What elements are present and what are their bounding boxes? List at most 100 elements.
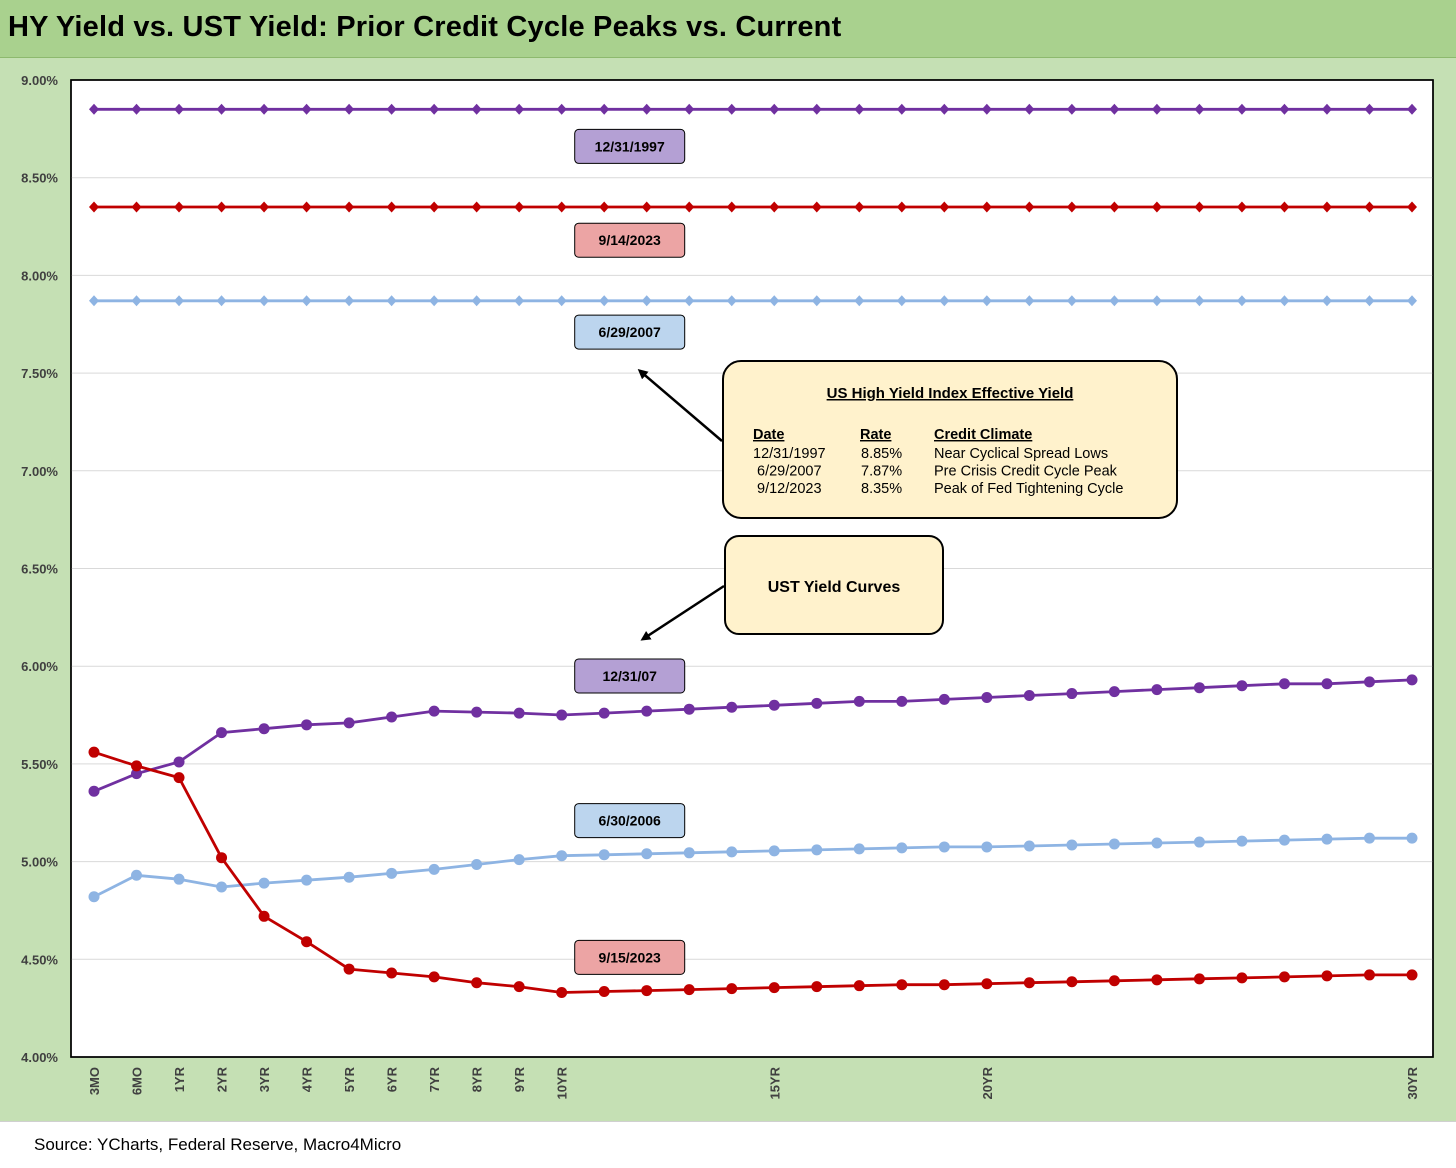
data-point: [853, 980, 865, 992]
data-point: [683, 703, 695, 715]
data-point: [216, 201, 227, 213]
data-point: [1109, 103, 1120, 115]
data-point: [1066, 103, 1077, 115]
data-point: [471, 295, 482, 307]
data-point: [131, 201, 142, 213]
data-point: [471, 977, 483, 989]
data-point: [938, 979, 950, 991]
data-point: [428, 705, 440, 717]
x-tick-label: 9YR: [512, 1066, 527, 1092]
data-point: [938, 693, 950, 705]
data-point: [768, 982, 780, 994]
data-point: [641, 295, 652, 307]
data-point: [683, 847, 695, 859]
data-point: [429, 201, 440, 213]
data-point: [556, 709, 568, 721]
data-point: [599, 201, 610, 213]
x-tick-label: 20YR: [980, 1066, 995, 1099]
data-point: [726, 295, 737, 307]
data-point: [258, 877, 270, 889]
data-point: [88, 785, 100, 797]
data-point: [173, 873, 185, 885]
hy-callout-cell: 9/12/2023: [757, 481, 822, 497]
x-tick-label: 3MO: [87, 1067, 102, 1095]
data-point: [1407, 295, 1417, 307]
series-line: [93, 750, 1412, 994]
hy-callout-header: Date: [753, 427, 784, 443]
data-point: [896, 842, 908, 854]
hy-callout-title: US High Yield Index Effective Yield: [827, 385, 1074, 402]
x-tick-label: 7YR: [427, 1066, 442, 1092]
data-point: [1151, 837, 1163, 849]
y-tick-label: 4.00%: [21, 1050, 58, 1065]
plot-border: [70, 79, 1434, 1058]
data-point: [1024, 201, 1035, 213]
data-point: [811, 103, 822, 115]
data-point: [641, 848, 653, 860]
data-point: [386, 201, 397, 213]
data-point: [811, 295, 822, 307]
data-point: [768, 699, 780, 711]
data-point: [1364, 103, 1375, 115]
data-point: [1194, 201, 1205, 213]
data-point: [89, 103, 99, 115]
hy-callout-cell: 12/31/1997: [753, 446, 826, 462]
data-point: [131, 295, 142, 307]
data-point: [1108, 975, 1120, 987]
series-label-box: [574, 314, 686, 350]
series-label-box: [574, 803, 686, 839]
series-label: 12/31/1997: [595, 138, 665, 154]
x-tick-label: 10YR: [555, 1066, 570, 1099]
data-point: [1406, 969, 1418, 981]
data-point: [1364, 201, 1375, 213]
source-area: Source: YCharts, Federal Reserve, Macro4…: [0, 1121, 1456, 1168]
data-point: [344, 201, 355, 213]
hy-callout-cell: Peak of Fed Tightening Cycle: [934, 481, 1123, 497]
series-label-box: [574, 939, 686, 975]
data-point: [386, 103, 397, 115]
title-bar: HY Yield vs. UST Yield: Prior Credit Cyc…: [0, 0, 1456, 58]
data-point: [344, 103, 355, 115]
data-point: [1023, 690, 1035, 702]
data-point: [386, 967, 398, 979]
data-point: [1236, 295, 1247, 307]
data-point: [1151, 103, 1162, 115]
data-point: [1066, 295, 1077, 307]
data-point: [598, 707, 610, 719]
data-point: [344, 295, 355, 307]
data-point: [429, 103, 440, 115]
data-point: [1023, 977, 1035, 989]
data-point: [174, 201, 185, 213]
data-point: [258, 910, 270, 922]
data-point: [981, 841, 993, 853]
data-point: [216, 727, 228, 739]
series-line: [93, 678, 1413, 793]
x-tick-label: 1YR: [172, 1066, 187, 1092]
series-label-box: [574, 658, 686, 694]
x-tick-label: 8YR: [470, 1066, 485, 1092]
x-tick-label: 30YR: [1405, 1066, 1420, 1099]
data-point: [131, 760, 143, 772]
data-point: [1363, 832, 1375, 844]
data-point: [429, 295, 440, 307]
data-point: [89, 201, 99, 213]
data-point: [1278, 834, 1290, 846]
data-point: [89, 295, 99, 307]
hy-callout-header: Credit Climate: [934, 427, 1032, 443]
data-point: [428, 863, 440, 875]
hy-callout-cell: 8.35%: [861, 481, 902, 497]
chart-svg: 4.00% 4.50% 5.00% 5.50% 6.00% 6.50% 7.00% 7.50%…: [21, 73, 1434, 1100]
data-point: [1279, 201, 1290, 213]
data-point: [939, 201, 950, 213]
data-point: [471, 201, 482, 213]
data-point: [216, 852, 228, 864]
data-point: [343, 717, 355, 729]
data-point: [1109, 295, 1120, 307]
y-tick-label: 5.00%: [21, 855, 58, 870]
data-point: [769, 103, 780, 115]
data-point: [471, 103, 482, 115]
data-point: [726, 846, 738, 858]
data-point: [1406, 674, 1418, 686]
data-point: [811, 697, 823, 709]
data-point: [259, 295, 270, 307]
